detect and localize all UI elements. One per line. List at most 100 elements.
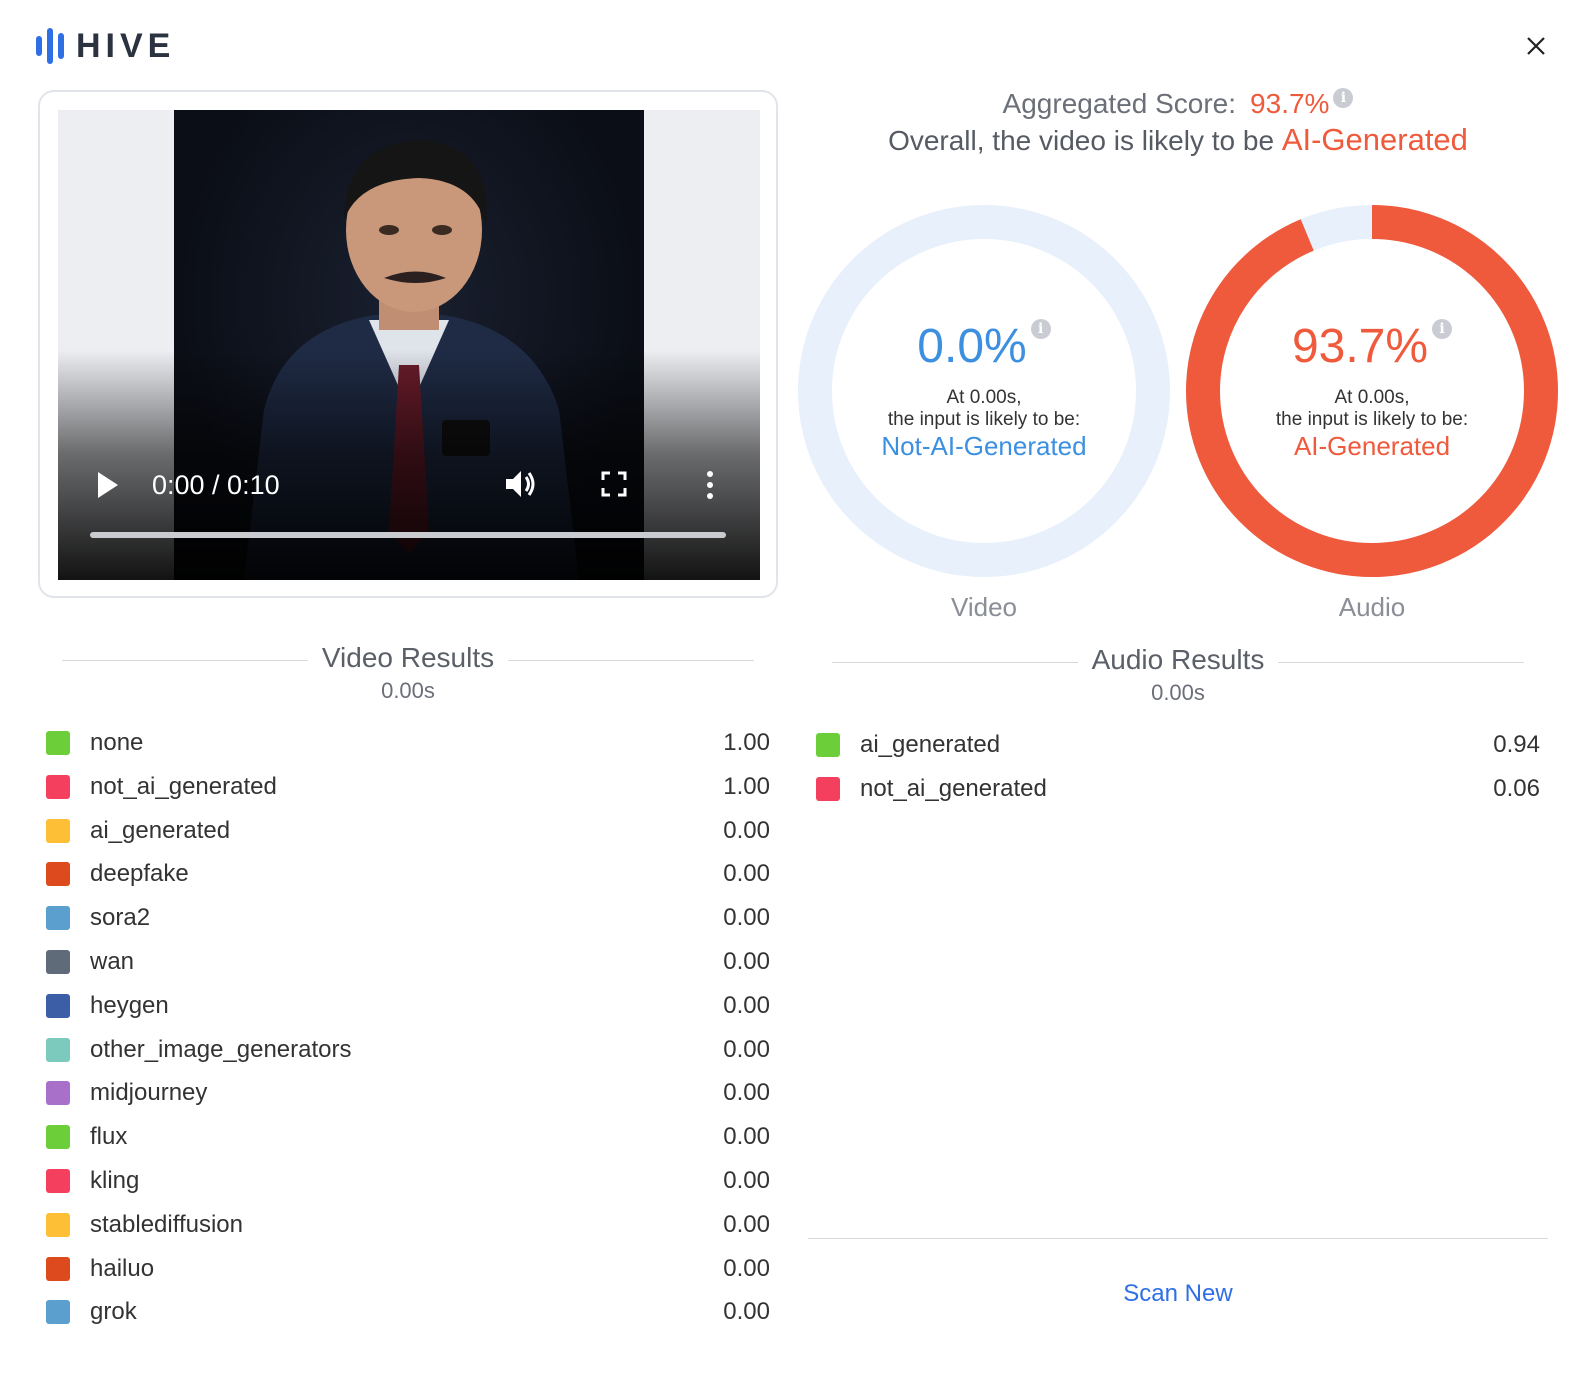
list-item-value: 0.00: [723, 816, 770, 844]
list-item-label: stablediffusion: [90, 1210, 243, 1238]
list-item-value: 1.00: [723, 729, 770, 756]
legend-swatch: [46, 1300, 70, 1325]
list-item-label: none: [90, 729, 144, 756]
legend-swatch: [46, 1081, 70, 1106]
list-item: stablediffusion 0.00: [46, 1205, 770, 1245]
list-item: ai_generated 0.94: [816, 725, 1540, 765]
list-item-label: flux: [90, 1123, 128, 1151]
hive-logo-mark-icon: [36, 26, 64, 66]
audio-results-header: Audio Results 0.00s: [828, 644, 1528, 706]
list-item: deepfake 0.00: [46, 854, 770, 894]
legend-swatch: [46, 862, 70, 887]
list-item-label: midjourney: [90, 1079, 208, 1107]
list-item: kling 0.00: [46, 1161, 770, 1201]
video-gauge-verdict: Not-AI-Generated: [881, 431, 1087, 461]
audio-gauge-time: At 0.00s,: [1334, 387, 1410, 408]
legend-swatch: [816, 776, 840, 801]
list-item-value: 0.00: [723, 1079, 770, 1107]
legend-swatch: [46, 950, 70, 974]
list-item-label: ai_generated: [90, 816, 231, 844]
video-results-title: Video Results: [307, 642, 509, 674]
list-item: ai_generated 0.00: [46, 811, 770, 851]
audio-gauge: 93.7% i At 0.00s, the input is likely to …: [1186, 205, 1558, 577]
video-time: 0:00 / 0:10: [152, 470, 280, 500]
list-item-label: deepfake: [90, 860, 189, 888]
legend-swatch: [46, 906, 70, 931]
list-item-value: 0.06: [1493, 774, 1540, 802]
list-item-label: other_image_generators: [90, 1035, 352, 1063]
video-gauge-track: [798, 205, 1170, 577]
play-icon: [98, 472, 118, 498]
info-icon[interactable]: i: [1432, 319, 1453, 339]
legend-swatch: [46, 1037, 70, 1062]
list-item-label: wan: [90, 948, 135, 975]
close-button[interactable]: [1518, 28, 1554, 64]
list-item-value: 0.00: [723, 991, 770, 1019]
list-item-value: 0.00: [723, 904, 770, 932]
list-item-label: kling: [90, 1167, 140, 1194]
list-item: heygen 0.00: [46, 986, 770, 1026]
list-item: flux 0.00: [46, 1117, 770, 1157]
list-item: hailuo 0.00: [46, 1249, 770, 1289]
list-item-value: 0.00: [723, 1035, 770, 1063]
brand-name: HIVE: [76, 26, 176, 65]
legend-swatch: [46, 731, 70, 755]
video-results-list: none 1.00 not_ai_generated 1.00 ai_generated…: [46, 723, 770, 1335]
list-item-label: grok: [90, 1298, 137, 1326]
list-item-value: 0.00: [723, 1254, 770, 1282]
list-item-label: not_ai_generated: [90, 772, 277, 800]
legend-swatch: [46, 993, 70, 1018]
close-icon: [1527, 37, 1545, 55]
video-results-header: Video Results 0.00s: [58, 642, 758, 704]
legend-swatch: [46, 1169, 70, 1193]
audio-results-title: Audio Results: [1077, 644, 1279, 676]
fullscreen-icon: [601, 471, 627, 497]
legend-swatch: [46, 818, 70, 843]
video-gauge-percent: 0.0%: [917, 320, 1027, 373]
fullscreen-button[interactable]: [600, 470, 628, 498]
more-options-button[interactable]: [698, 468, 722, 502]
list-item-value: 0.00: [723, 1167, 770, 1194]
list-item-value: 0.00: [723, 1123, 770, 1151]
audio-results-time: 0.00s: [1151, 680, 1205, 705]
list-item-value: 0.00: [723, 860, 770, 888]
play-button[interactable]: [94, 468, 122, 502]
legend-swatch: [46, 1212, 70, 1237]
list-item-value: 0.00: [723, 1210, 770, 1238]
list-item-label: hailuo: [90, 1254, 155, 1282]
aggregate-summary: Aggregated Score: 93.7% i Overall, the vid…: [800, 88, 1556, 158]
legend-swatch: [46, 1125, 70, 1150]
audio-gauge-label: Audio: [1338, 592, 1406, 622]
video-gauge: 0.0% i At 0.00s, the input is likely to b…: [798, 205, 1170, 577]
list-item: midjourney 0.00: [46, 1073, 770, 1113]
info-icon[interactable]: i: [1333, 88, 1354, 108]
video-results-time: 0.00s: [381, 678, 435, 703]
scan-new-button[interactable]: Scan New: [1123, 1280, 1233, 1307]
list-item-label: heygen: [90, 991, 169, 1019]
list-item: wan 0.00: [46, 942, 770, 982]
audio-results-list: ai_generated 0.94 not_ai_generated 0.06: [816, 725, 1540, 813]
audio-gauge-arc: [1186, 205, 1558, 577]
list-item: other_image_generators 0.00: [46, 1030, 770, 1070]
audio-gauge-percent: 93.7%: [1291, 320, 1429, 373]
list-item-label: not_ai_generated: [860, 774, 1047, 802]
aggregate-label: Aggregated Score:: [1002, 88, 1237, 119]
info-icon[interactable]: i: [1030, 319, 1051, 339]
video-gauge-time: At 0.00s,: [946, 387, 1022, 408]
video-progress-bar[interactable]: [90, 532, 726, 538]
list-item-value: 0.00: [723, 948, 770, 975]
list-item: not_ai_generated 1.00: [46, 767, 770, 807]
audio-gauge-likely: the input is likely to be:: [1275, 409, 1469, 430]
list-item: sora2 0.00: [46, 898, 770, 938]
volume-icon: [506, 471, 535, 497]
hive-logo: HIVE: [36, 26, 175, 66]
video-card: 0:00 / 0:10: [38, 90, 778, 598]
list-item-value: 0.00: [723, 1298, 770, 1326]
video-player[interactable]: 0:00 / 0:10: [58, 110, 760, 580]
overall-verdict: AI-Generated: [1281, 122, 1468, 157]
video-gauge-label: Video: [950, 592, 1018, 622]
legend-swatch: [816, 733, 840, 757]
aggregate-value: 93.7%: [1250, 88, 1330, 119]
list-item-value: 0.94: [1493, 731, 1540, 758]
volume-button[interactable]: [502, 466, 538, 502]
